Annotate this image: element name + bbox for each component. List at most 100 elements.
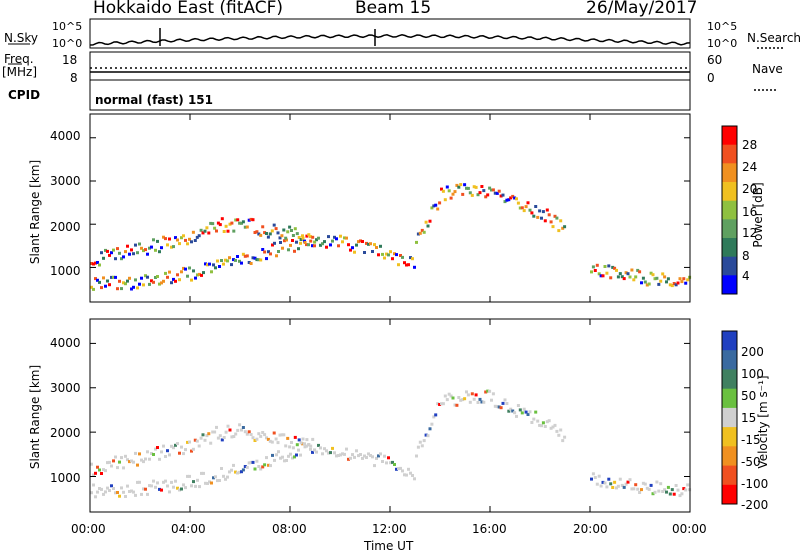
data-cell bbox=[122, 466, 125, 470]
data-cell bbox=[142, 487, 145, 491]
data-cell bbox=[327, 235, 330, 239]
data-cell bbox=[226, 475, 229, 479]
data-cell bbox=[172, 245, 175, 249]
data-cell bbox=[636, 268, 640, 272]
data-cell bbox=[172, 446, 175, 450]
data-cell bbox=[503, 200, 507, 204]
data-cell bbox=[106, 249, 109, 253]
data-cell bbox=[238, 423, 242, 427]
data-cell bbox=[156, 481, 159, 485]
data-cell bbox=[265, 232, 268, 235]
data-cell bbox=[457, 396, 461, 399]
data-cell bbox=[507, 198, 511, 202]
data-cell bbox=[401, 469, 404, 473]
xtick-1200: 12:00 bbox=[372, 522, 407, 536]
data-cell bbox=[191, 447, 195, 451]
data-cell bbox=[134, 243, 137, 247]
data-cell bbox=[470, 193, 474, 197]
data-cell bbox=[615, 268, 618, 272]
data-cell bbox=[434, 203, 438, 207]
data-cell bbox=[191, 230, 195, 234]
data-cell bbox=[445, 185, 449, 189]
data-cell bbox=[140, 458, 143, 462]
data-cell bbox=[513, 196, 517, 200]
data-cell bbox=[94, 261, 97, 265]
data-cell bbox=[495, 191, 499, 195]
data-cell bbox=[166, 275, 169, 279]
xtick-2400: 00:00 bbox=[672, 522, 707, 536]
data-cell bbox=[290, 229, 293, 232]
data-cell bbox=[678, 494, 682, 498]
data-cell bbox=[515, 197, 518, 201]
data-cell bbox=[96, 490, 99, 494]
data-cell bbox=[120, 287, 123, 291]
data-cell bbox=[478, 191, 482, 195]
colorbar-cell bbox=[722, 484, 737, 505]
data-cell bbox=[463, 397, 467, 401]
data-cell bbox=[188, 266, 191, 270]
data-cell bbox=[268, 232, 272, 236]
data-cell bbox=[317, 443, 320, 447]
data-cell bbox=[253, 256, 257, 260]
data-cell bbox=[659, 482, 663, 486]
data-cell bbox=[270, 440, 274, 444]
data-cell bbox=[228, 256, 231, 260]
data-cell bbox=[114, 455, 117, 459]
data-cell bbox=[241, 468, 245, 472]
data-cell bbox=[220, 217, 224, 221]
data-cell bbox=[474, 393, 478, 397]
data-cell bbox=[108, 283, 111, 287]
data-cell bbox=[215, 425, 218, 429]
colorbar-cell bbox=[722, 350, 737, 370]
power-cb-tick-20: 20 bbox=[742, 182, 758, 196]
data-cell bbox=[453, 190, 457, 194]
data-cell bbox=[538, 209, 542, 213]
data-cell bbox=[148, 484, 151, 488]
data-cell bbox=[278, 236, 282, 240]
data-cell bbox=[136, 251, 139, 255]
data-cell bbox=[207, 231, 211, 235]
data-cell bbox=[536, 419, 540, 423]
data-cell bbox=[493, 191, 497, 195]
data-cell bbox=[367, 242, 370, 246]
data-cell bbox=[214, 266, 217, 270]
data-cell bbox=[144, 248, 147, 252]
data-cell bbox=[632, 278, 636, 282]
data-cell bbox=[138, 242, 141, 246]
data-cell bbox=[415, 454, 418, 458]
data-cell bbox=[595, 482, 599, 486]
data-cell bbox=[247, 261, 251, 264]
data-cell bbox=[110, 464, 113, 468]
data-cell bbox=[383, 454, 386, 458]
data-cell bbox=[132, 490, 135, 494]
data-cell bbox=[243, 225, 247, 229]
data-cell bbox=[409, 256, 412, 260]
data-cell bbox=[665, 490, 668, 494]
data-cell bbox=[451, 192, 455, 196]
data-cell bbox=[230, 263, 233, 267]
data-cell bbox=[138, 452, 141, 456]
data-cell bbox=[120, 257, 123, 261]
colorbar-cell bbox=[722, 219, 737, 239]
data-cell bbox=[156, 239, 159, 243]
data-cell bbox=[484, 390, 488, 394]
data-cell bbox=[216, 479, 219, 483]
data-cell bbox=[245, 432, 249, 436]
data-cell bbox=[240, 261, 243, 265]
data-cell bbox=[148, 282, 151, 286]
data-cell bbox=[176, 486, 179, 490]
data-cell bbox=[274, 227, 278, 231]
data-cell bbox=[224, 477, 227, 481]
data-cell bbox=[311, 235, 315, 239]
data-cell bbox=[218, 265, 221, 268]
data-cell bbox=[112, 248, 115, 252]
data-cell bbox=[555, 429, 559, 433]
data-cell bbox=[277, 250, 280, 253]
data-cell bbox=[98, 487, 101, 490]
data-cell bbox=[385, 461, 388, 465]
data-cell bbox=[543, 219, 547, 223]
data-cell bbox=[399, 466, 402, 470]
data-cell bbox=[245, 465, 249, 469]
data-cell bbox=[255, 258, 259, 262]
data-cell bbox=[536, 215, 540, 219]
